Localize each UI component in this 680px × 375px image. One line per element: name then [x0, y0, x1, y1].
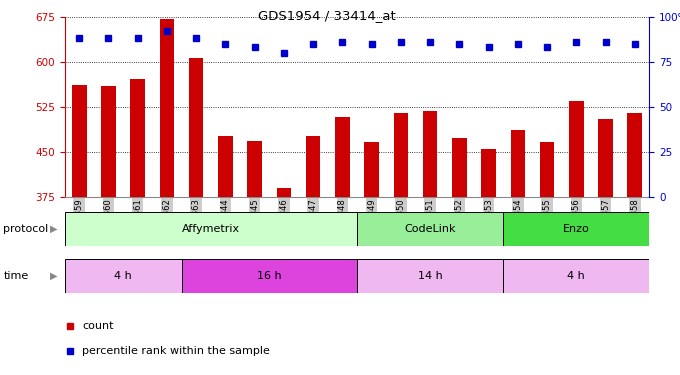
- Bar: [357, 259, 503, 292]
- Text: 16 h: 16 h: [257, 271, 282, 280]
- Text: Enzo: Enzo: [563, 224, 590, 234]
- Bar: [503, 259, 649, 292]
- Bar: [364, 142, 379, 197]
- Bar: [503, 212, 649, 246]
- Bar: [131, 79, 145, 197]
- Bar: [394, 113, 408, 197]
- Bar: [357, 212, 503, 246]
- Bar: [65, 212, 357, 246]
- Bar: [277, 188, 291, 197]
- Text: CodeLink: CodeLink: [405, 224, 456, 234]
- Text: 4 h: 4 h: [114, 271, 132, 280]
- Bar: [481, 149, 496, 197]
- Text: 14 h: 14 h: [418, 271, 443, 280]
- Bar: [72, 85, 86, 197]
- Bar: [182, 259, 357, 292]
- Bar: [569, 101, 583, 197]
- Text: ▶: ▶: [50, 271, 57, 280]
- Bar: [248, 141, 262, 197]
- Bar: [65, 259, 182, 292]
- Text: count: count: [82, 321, 114, 331]
- Text: percentile rank within the sample: percentile rank within the sample: [82, 346, 270, 356]
- Bar: [335, 117, 350, 197]
- Bar: [160, 19, 174, 197]
- Bar: [423, 111, 437, 197]
- Bar: [306, 136, 320, 197]
- Text: Affymetrix: Affymetrix: [182, 224, 240, 234]
- Text: GDS1954 / 33414_at: GDS1954 / 33414_at: [258, 9, 396, 22]
- Bar: [218, 136, 233, 197]
- Bar: [540, 142, 554, 197]
- Text: protocol: protocol: [3, 224, 49, 234]
- Text: time: time: [3, 271, 29, 280]
- Bar: [101, 86, 116, 197]
- Bar: [511, 130, 525, 197]
- Bar: [189, 58, 203, 197]
- Bar: [598, 119, 613, 197]
- Text: 4 h: 4 h: [567, 271, 585, 280]
- Bar: [452, 138, 466, 197]
- Text: ▶: ▶: [50, 224, 57, 234]
- Bar: [628, 113, 642, 197]
